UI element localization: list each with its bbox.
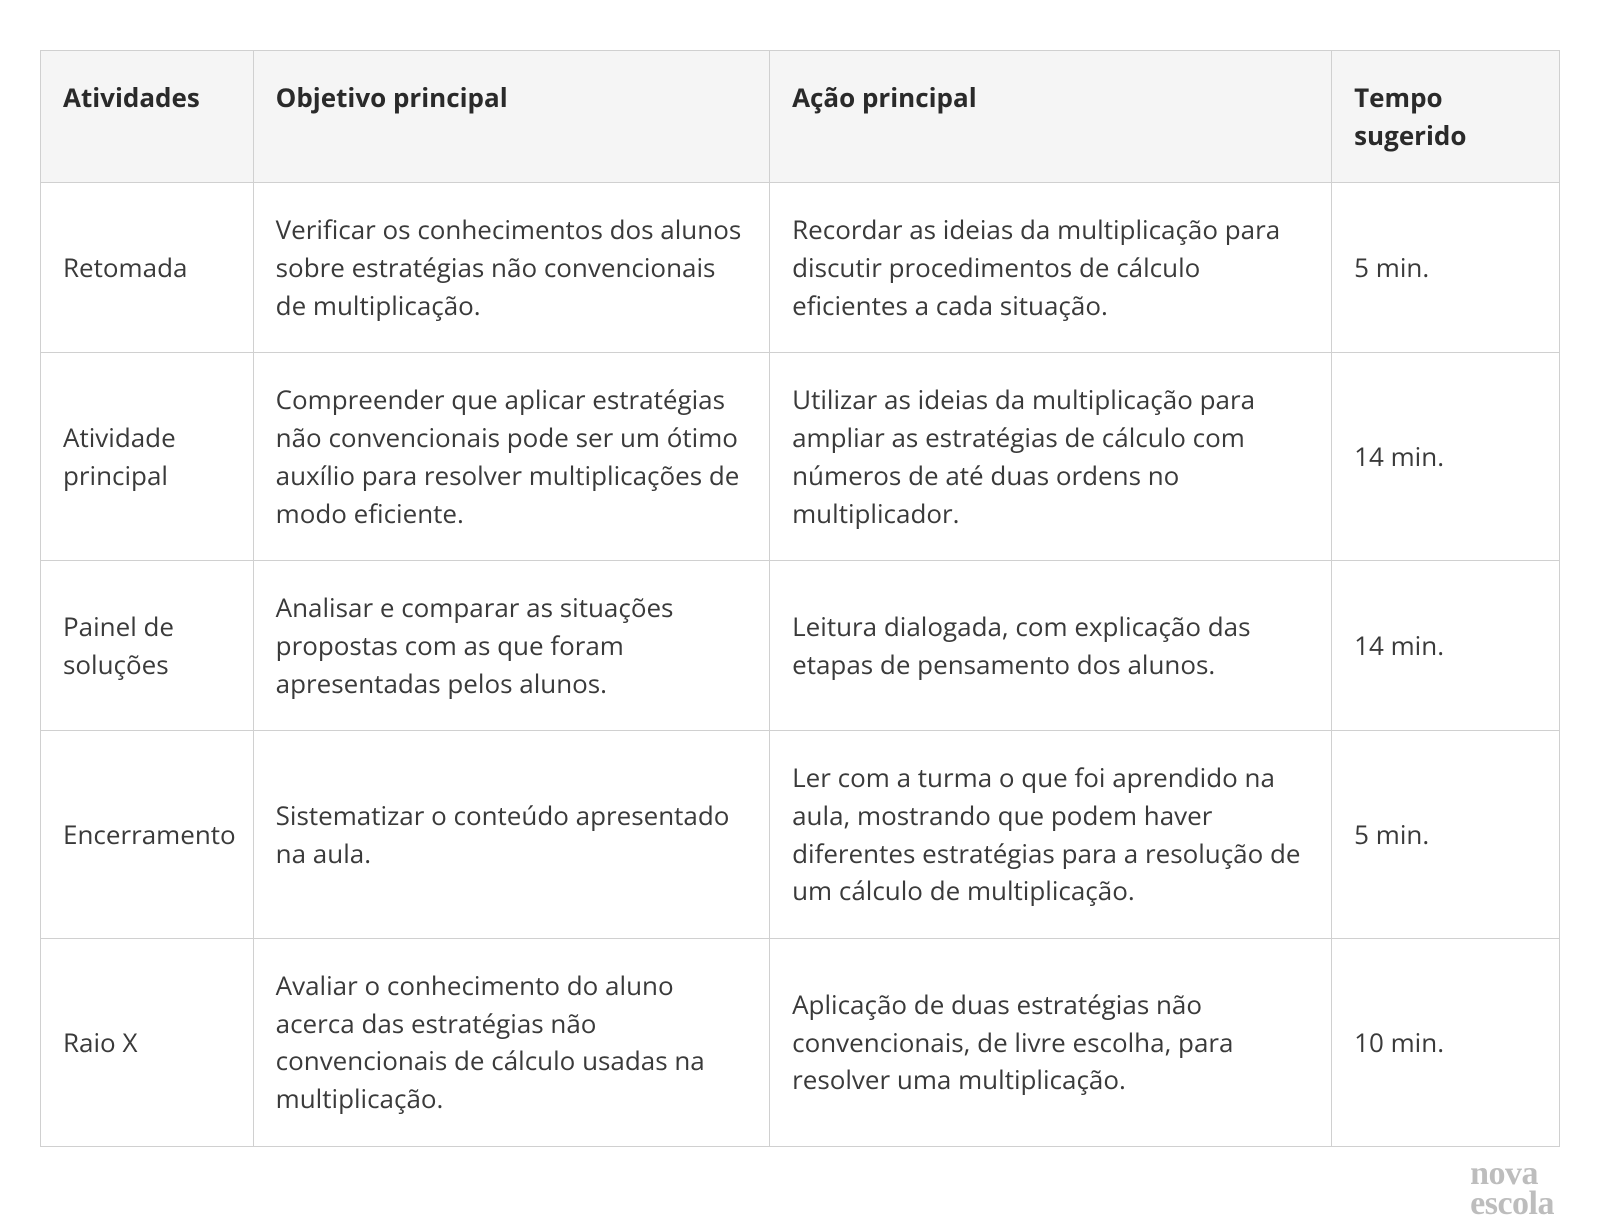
cell-tempo: 5 min.	[1332, 183, 1560, 353]
table-row: Retomada Verificar os conhecimentos dos …	[41, 183, 1560, 353]
cell-tempo: 14 min.	[1332, 561, 1560, 731]
cell-atividades: Painel de soluções	[41, 561, 254, 731]
footer-logo-area: nova escola	[40, 1159, 1560, 1219]
cell-acao: Aplicação de duas estratégias não conven…	[770, 939, 1332, 1147]
cell-atividades: Encerramento	[41, 731, 254, 939]
cell-objetivo: Analisar e comparar as situações propost…	[253, 561, 769, 731]
logo-line2: escola	[1470, 1185, 1554, 1222]
table-row: Encerramento Sistematizar o conteúdo apr…	[41, 731, 1560, 939]
cell-objetivo: Sistematizar o conteúdo apresentado na a…	[253, 731, 769, 939]
table-header: Atividades Objetivo principal Ação princ…	[41, 51, 1560, 183]
lesson-plan-table: Atividades Objetivo principal Ação princ…	[40, 50, 1560, 1147]
cell-acao: Leitura dialogada, com explicação das et…	[770, 561, 1332, 731]
cell-tempo: 10 min.	[1332, 939, 1560, 1147]
cell-acao: Recordar as ideias da multiplicação para…	[770, 183, 1332, 353]
table-row: Atividade principal Compreender que apli…	[41, 353, 1560, 561]
table-row: Raio X Avaliar o conhecimento do aluno a…	[41, 939, 1560, 1147]
column-header-acao: Ação principal	[770, 51, 1332, 183]
table-header-row: Atividades Objetivo principal Ação princ…	[41, 51, 1560, 183]
table-body: Retomada Verificar os conhecimentos dos …	[41, 183, 1560, 1146]
cell-tempo: 14 min.	[1332, 353, 1560, 561]
cell-acao: Utilizar as ideias da multiplicação para…	[770, 353, 1332, 561]
nova-escola-logo: nova escola	[1470, 1159, 1554, 1219]
cell-atividades: Atividade principal	[41, 353, 254, 561]
cell-objetivo: Avaliar o conhecimento do aluno acerca d…	[253, 939, 769, 1147]
cell-objetivo: Verificar os conhecimentos dos alunos so…	[253, 183, 769, 353]
cell-objetivo: Compreender que aplicar estratégias não …	[253, 353, 769, 561]
cell-atividades: Raio X	[41, 939, 254, 1147]
column-header-atividades: Atividades	[41, 51, 254, 183]
table-row: Painel de soluções Analisar e comparar a…	[41, 561, 1560, 731]
cell-acao: Ler com a turma o que foi aprendido na a…	[770, 731, 1332, 939]
column-header-objetivo: Objetivo principal	[253, 51, 769, 183]
column-header-tempo: Tempo sugerido	[1332, 51, 1560, 183]
cell-atividades: Retomada	[41, 183, 254, 353]
cell-tempo: 5 min.	[1332, 731, 1560, 939]
